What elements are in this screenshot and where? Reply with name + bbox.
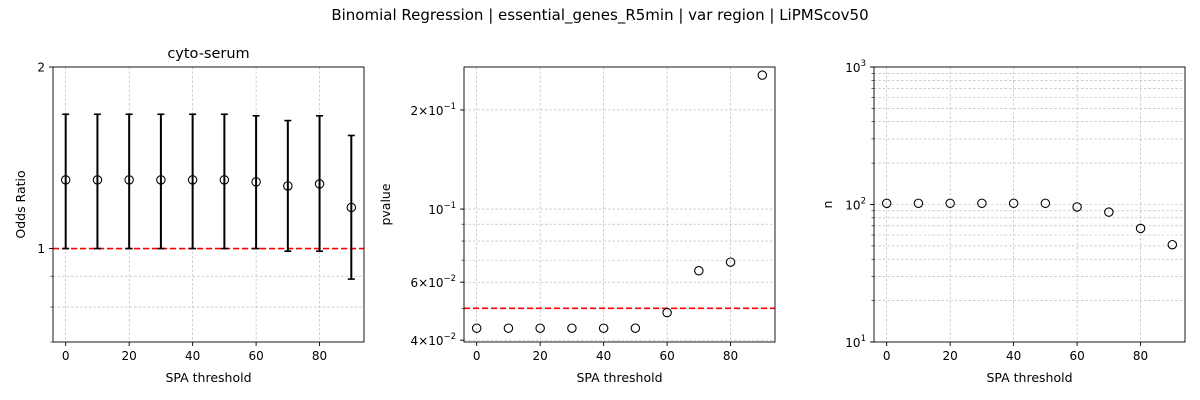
data-point <box>567 323 577 333</box>
grid-lines <box>874 66 1185 343</box>
error-bars <box>62 113 355 280</box>
data-point <box>535 323 545 333</box>
data-point <box>1072 202 1082 212</box>
data-points <box>471 70 768 333</box>
y-tick-label: 1 <box>37 242 45 256</box>
data-points <box>881 198 1178 250</box>
x-tick-label: 0 <box>62 349 70 363</box>
grid-lines <box>464 67 775 342</box>
data-point <box>1104 207 1114 217</box>
data-point <box>283 181 293 191</box>
x-tick-label: 40 <box>596 349 611 363</box>
panel-odds-ratio: cyto-serum SPA threshold Odds Ratio 0 20 4… <box>13 46 365 385</box>
x-axis-label: SPA threshold <box>986 370 1072 385</box>
y-tick-label: 101 <box>845 334 866 350</box>
y-tick-label: 4×10−2 <box>411 332 457 348</box>
panel-title: cyto-serum <box>167 46 249 62</box>
x-tick-label: 40 <box>1006 349 1021 363</box>
y-tick-label: 2×10−1 <box>411 102 457 118</box>
data-point <box>219 175 230 185</box>
x-tick-label: 60 <box>248 349 263 363</box>
x-tick-label: 80 <box>723 349 738 363</box>
y-tick-label: 6×10−2 <box>411 274 457 290</box>
y-axis-label: n <box>820 201 835 209</box>
x-tick-label: 60 <box>659 349 674 363</box>
y-tick-label: 10−1 <box>428 201 456 217</box>
data-point <box>977 198 987 209</box>
data-point <box>757 70 768 80</box>
y-axis-label: pvalue <box>378 183 393 225</box>
data-point <box>945 198 955 209</box>
data-point <box>187 175 198 185</box>
x-tick-label: 0 <box>473 349 481 363</box>
data-point <box>913 198 924 209</box>
x-tick-label: 20 <box>943 349 958 363</box>
x-tick-label: 20 <box>122 349 137 363</box>
x-axis-label: SPA threshold <box>165 370 251 385</box>
data-point <box>725 257 736 267</box>
data-point <box>314 179 325 189</box>
data-point <box>251 177 261 187</box>
x-tick-label: 60 <box>1069 349 1084 363</box>
data-point <box>881 198 892 209</box>
y-tick-label: 2 <box>37 61 45 75</box>
data-point <box>1008 198 1019 209</box>
panel-pvalue: SPA threshold pvalue 0 20 40 60 80 4×10−2 6×10… <box>378 66 776 385</box>
y-tick-label: 103 <box>845 59 866 75</box>
x-tick-label: 80 <box>1133 349 1148 363</box>
panel-n: SPA threshold n 0 20 40 60 80 101 102 103 <box>820 59 1186 385</box>
axes-frame <box>52 66 365 343</box>
y-tick-label: 102 <box>845 197 866 213</box>
data-points <box>60 175 357 213</box>
data-point <box>1135 223 1146 234</box>
axes-frame <box>463 66 776 343</box>
x-axis-label: SPA threshold <box>576 370 662 385</box>
data-point <box>60 175 71 185</box>
data-point <box>694 265 704 276</box>
data-point <box>471 323 482 333</box>
data-point <box>1040 198 1051 209</box>
y-axis-label: Odds Ratio <box>13 170 28 238</box>
data-point <box>92 175 103 185</box>
data-point <box>346 202 357 213</box>
figure-title: Binomial Regression | essential_genes_R5… <box>331 6 868 25</box>
data-point <box>598 323 609 333</box>
data-point <box>156 175 166 185</box>
data-point <box>630 323 641 333</box>
data-point <box>124 175 134 185</box>
data-point <box>662 307 672 318</box>
x-tick-label: 20 <box>533 349 548 363</box>
x-tick-label: 0 <box>883 349 891 363</box>
data-point <box>1167 239 1178 250</box>
grid-lines <box>53 66 364 343</box>
x-tick-label: 40 <box>185 349 200 363</box>
x-tick-label: 80 <box>312 349 327 363</box>
data-point <box>503 323 514 333</box>
